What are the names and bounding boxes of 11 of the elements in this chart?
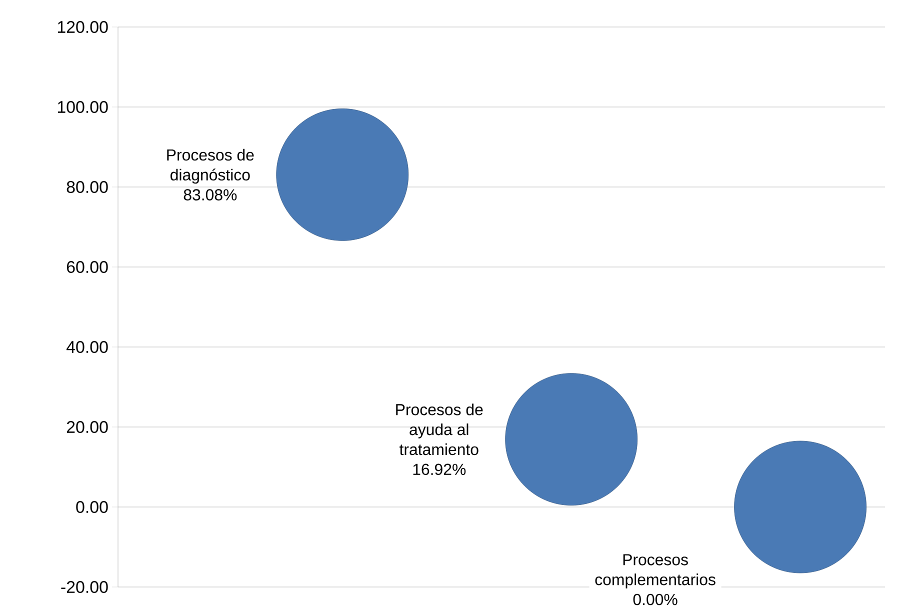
data-label: Procesos de ayuda al tratamiento 16.92%	[396, 404, 483, 475]
y-tick-label: 20.00	[66, 420, 108, 433]
y-tick-label: 100.00	[58, 100, 108, 113]
y-tick-label: 0.00	[76, 500, 108, 513]
data-label: Procesos complementarios 0.00%	[595, 554, 716, 606]
y-tick-label: -20.00	[61, 580, 108, 593]
y-tick-label: 40.00	[66, 340, 108, 353]
y-tick-label: 80.00	[66, 180, 108, 193]
y-tick-label: 120.00	[58, 20, 108, 33]
data-label: Procesos de diagnóstico 83.08%	[167, 148, 254, 200]
y-tick-label: 60.00	[66, 260, 108, 273]
